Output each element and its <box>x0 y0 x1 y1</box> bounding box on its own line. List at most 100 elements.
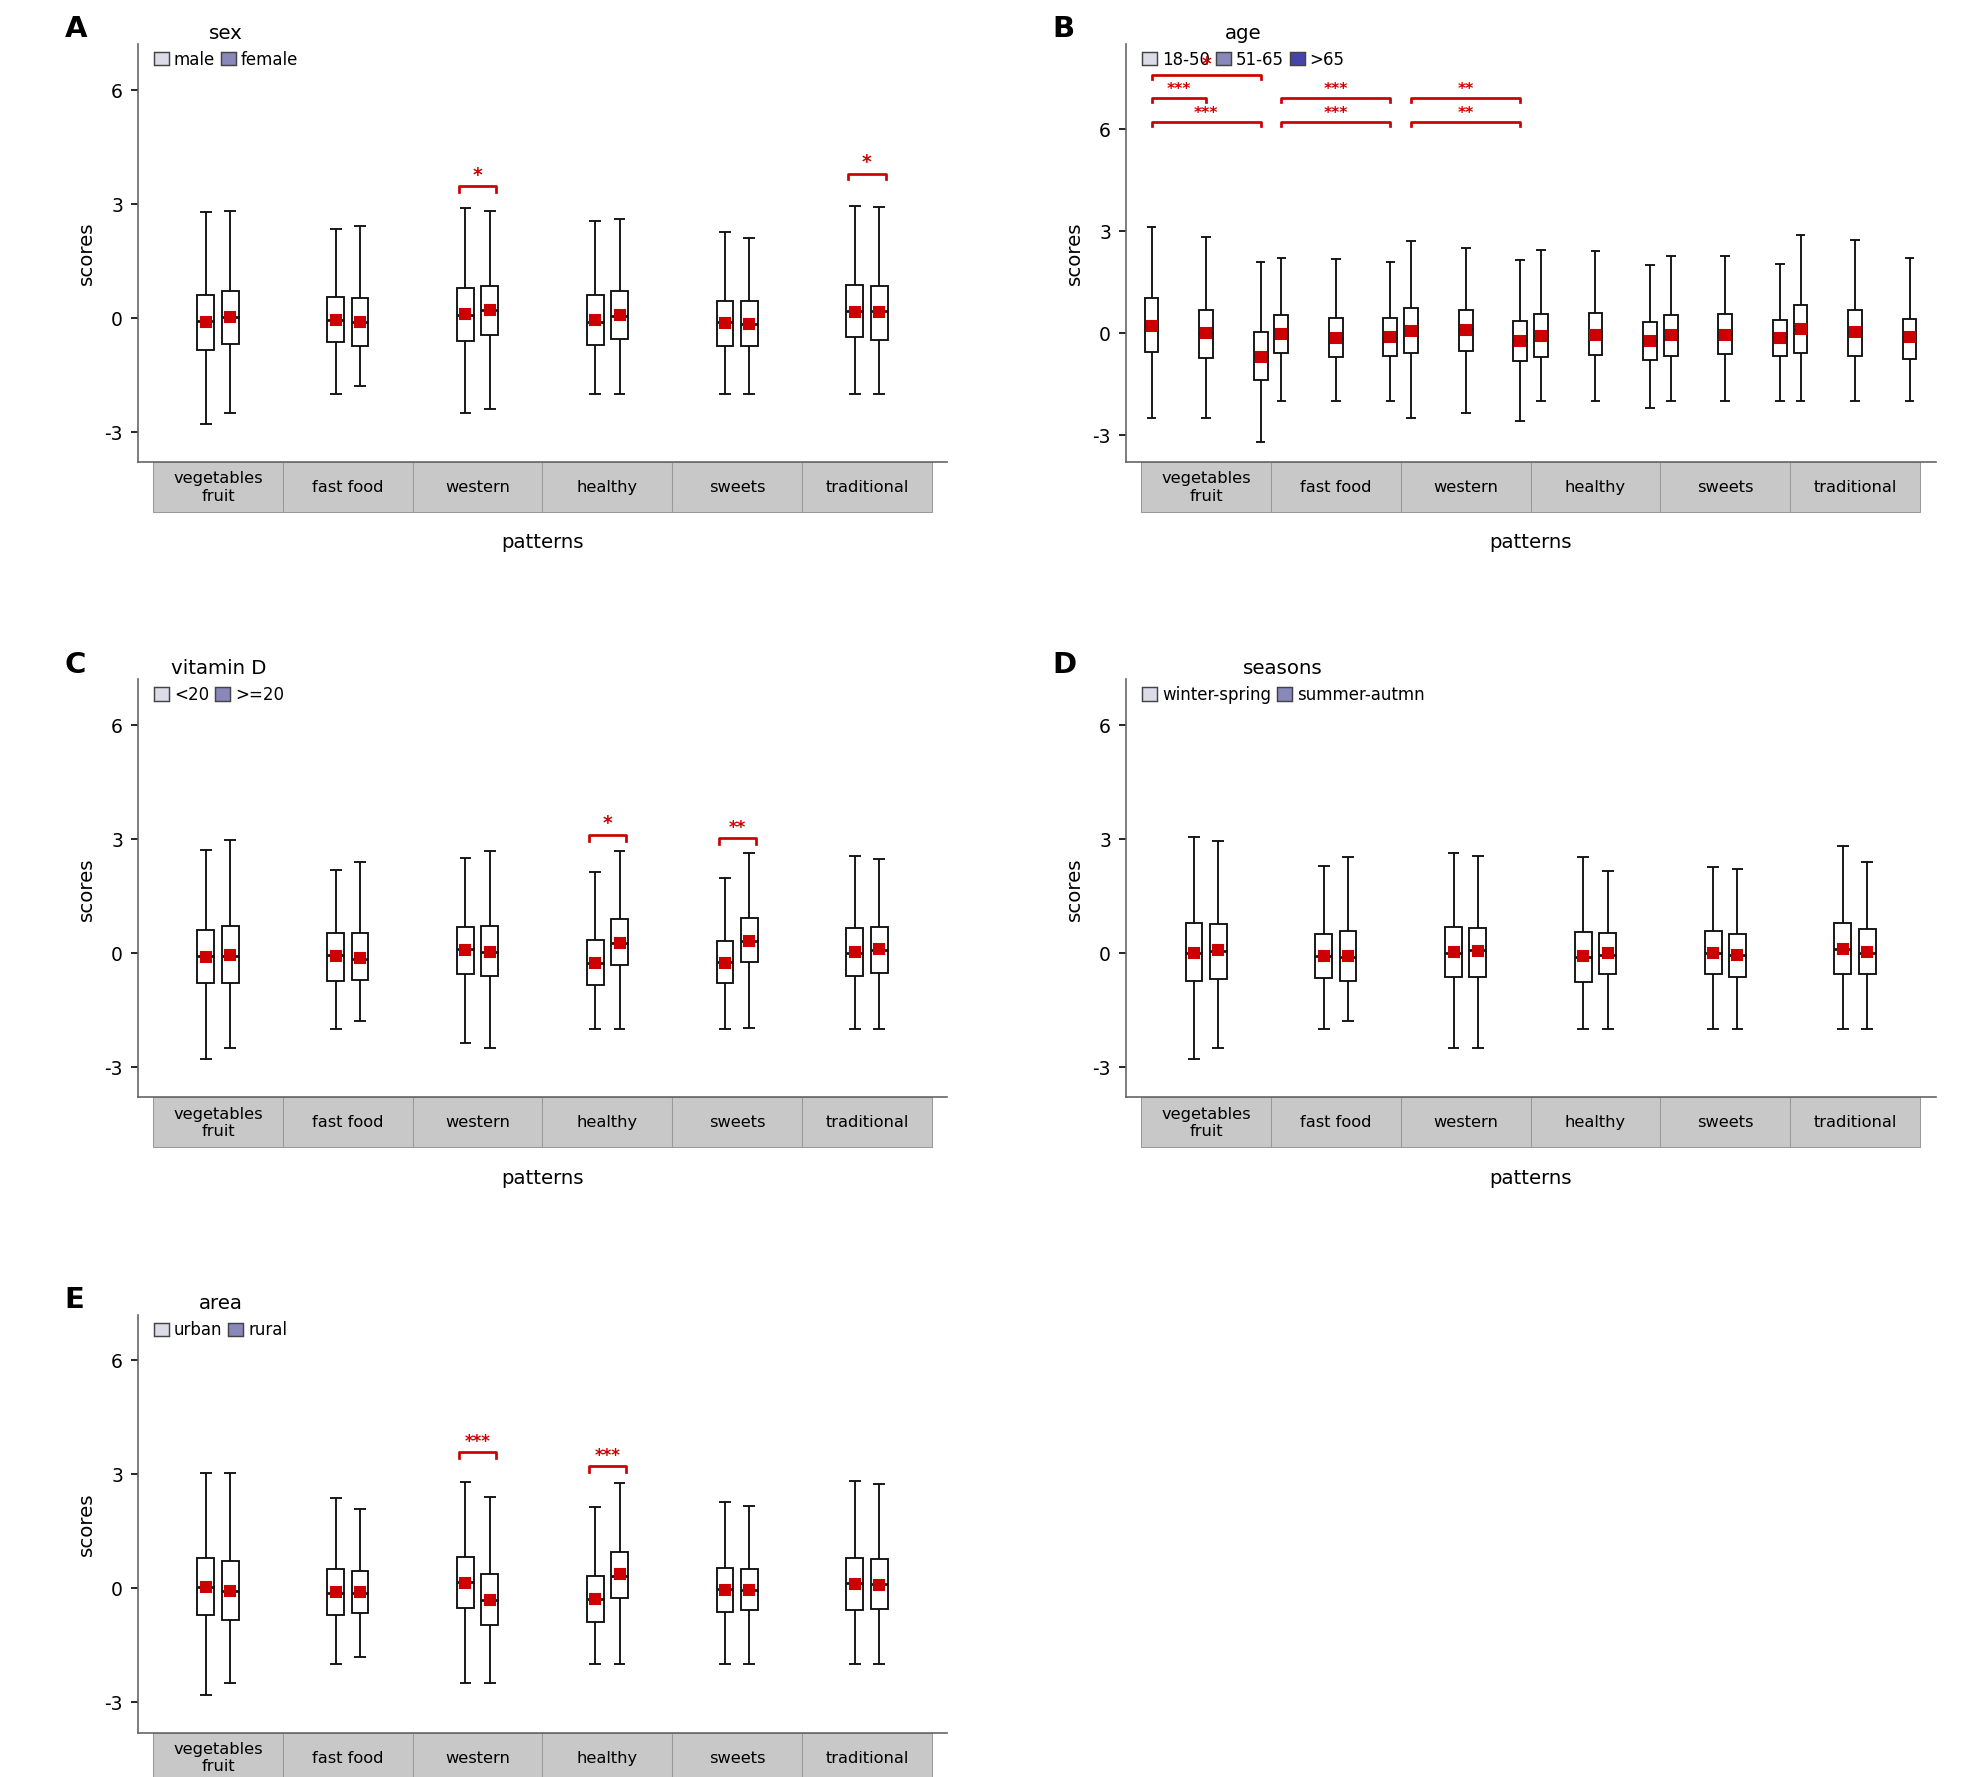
Bar <box>1535 315 1548 357</box>
Legend: winter-spring, summer-autmn: winter-spring, summer-autmn <box>1142 659 1425 704</box>
Bar <box>542 1733 672 1777</box>
Bar <box>1660 462 1790 512</box>
Bar <box>588 940 603 986</box>
Bar <box>1664 316 1678 355</box>
Bar <box>1383 318 1397 355</box>
Bar <box>1340 931 1356 981</box>
Text: western: western <box>1432 1114 1497 1130</box>
Bar <box>196 1558 214 1615</box>
Bar <box>1531 1098 1660 1148</box>
Text: sweets: sweets <box>1698 480 1753 494</box>
Text: sweets: sweets <box>709 1114 766 1130</box>
Text: healthy: healthy <box>1564 480 1625 494</box>
Bar <box>1588 315 1601 355</box>
Text: fast food: fast food <box>312 480 383 494</box>
Text: healthy: healthy <box>1564 1114 1625 1130</box>
Text: **: ** <box>1458 107 1474 121</box>
Bar <box>196 295 214 350</box>
Bar <box>847 1558 863 1610</box>
Bar <box>672 1733 802 1777</box>
Bar <box>672 1098 802 1148</box>
Text: traditional: traditional <box>825 480 908 494</box>
Bar <box>283 1098 413 1148</box>
Bar <box>458 928 474 974</box>
Bar <box>1729 935 1745 977</box>
Bar <box>542 1098 672 1148</box>
Bar <box>283 462 413 512</box>
Bar <box>611 1551 629 1598</box>
Bar <box>458 1557 474 1608</box>
Y-axis label: scores: scores <box>1065 857 1085 920</box>
Text: patterns: patterns <box>1489 1169 1572 1187</box>
Bar <box>352 1571 367 1614</box>
Text: *: * <box>1201 55 1210 73</box>
Text: fast food: fast food <box>1301 1114 1372 1130</box>
Bar <box>741 1569 758 1610</box>
Bar <box>1210 924 1226 979</box>
Bar <box>1470 929 1486 977</box>
Text: E: E <box>65 1285 84 1313</box>
Bar <box>283 1733 413 1777</box>
Bar <box>222 926 238 983</box>
Bar <box>1717 315 1733 354</box>
Text: ***: *** <box>1324 82 1348 98</box>
Text: western: western <box>1432 480 1497 494</box>
Bar <box>717 1567 733 1612</box>
Bar <box>1142 1098 1271 1148</box>
Bar <box>802 1733 931 1777</box>
Bar <box>1660 1098 1790 1148</box>
Bar <box>222 1562 238 1621</box>
Legend: 18-50, 51-65, >65: 18-50, 51-65, >65 <box>1142 23 1344 69</box>
Bar <box>1600 933 1615 974</box>
Bar <box>717 300 733 347</box>
Text: sweets: sweets <box>1698 1114 1753 1130</box>
Text: western: western <box>446 480 511 494</box>
Bar <box>328 933 344 981</box>
Bar <box>1706 931 1721 974</box>
Bar <box>1772 320 1786 357</box>
Bar <box>1849 309 1863 355</box>
Text: fast food: fast food <box>312 1114 383 1130</box>
Bar <box>802 1098 931 1148</box>
Bar <box>1444 928 1462 977</box>
Text: D: D <box>1053 650 1077 679</box>
Legend: urban, rural: urban, rural <box>153 1294 287 1340</box>
Text: A: A <box>65 16 86 43</box>
Text: vegetables
fruit: vegetables fruit <box>173 1107 263 1139</box>
Bar <box>328 297 344 343</box>
Text: C: C <box>65 650 86 679</box>
Y-axis label: scores: scores <box>77 1493 96 1555</box>
Text: B: B <box>1053 16 1075 43</box>
Text: sweets: sweets <box>709 1750 766 1765</box>
Text: vegetables
fruit: vegetables fruit <box>173 1741 263 1773</box>
Text: *: * <box>603 814 613 833</box>
Bar <box>481 1574 499 1626</box>
Bar <box>1902 318 1916 359</box>
Bar <box>1790 1098 1920 1148</box>
Text: healthy: healthy <box>578 480 639 494</box>
Bar <box>458 288 474 341</box>
Bar <box>413 1098 542 1148</box>
Text: *: * <box>474 165 483 185</box>
Bar <box>1185 924 1203 981</box>
Text: ***: *** <box>1195 107 1218 121</box>
Y-axis label: scores: scores <box>1065 222 1085 284</box>
Bar <box>352 933 367 981</box>
Bar <box>1254 332 1267 380</box>
Text: *: * <box>863 153 872 172</box>
Bar <box>153 462 283 512</box>
Bar <box>1531 462 1660 512</box>
Bar <box>1328 318 1342 357</box>
Legend: <20, >=20: <20, >=20 <box>153 659 283 704</box>
Bar <box>413 1733 542 1777</box>
Bar <box>717 942 733 983</box>
Text: traditional: traditional <box>825 1114 908 1130</box>
Bar <box>870 1558 888 1608</box>
Bar <box>741 302 758 347</box>
Bar <box>1401 1098 1531 1148</box>
Bar <box>413 462 542 512</box>
Bar <box>802 462 931 512</box>
Bar <box>741 919 758 963</box>
Bar <box>1271 1098 1401 1148</box>
Text: western: western <box>446 1750 511 1765</box>
